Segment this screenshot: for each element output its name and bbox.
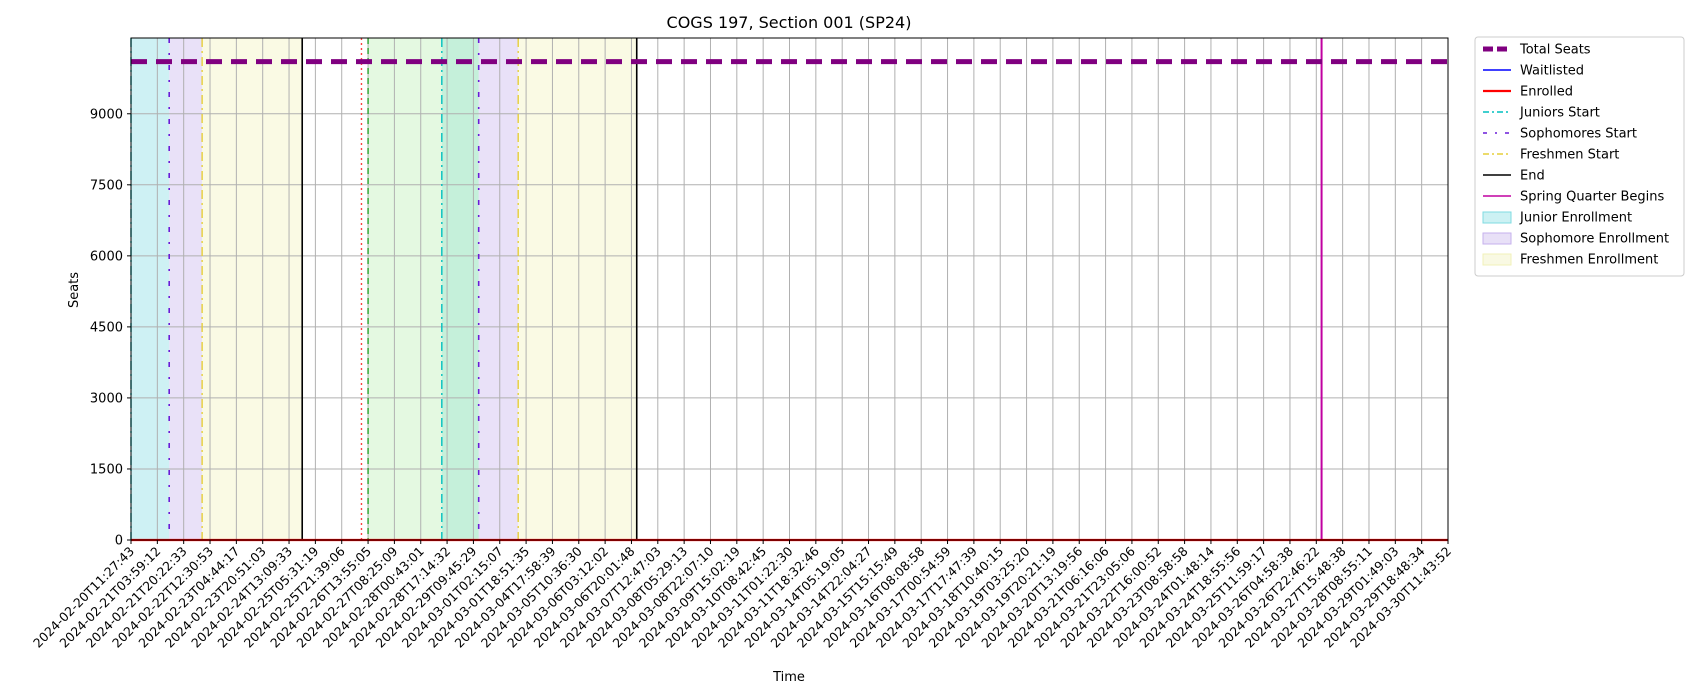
legend-swatch (1482, 232, 1512, 245)
span-sophomore-enrollment (169, 38, 203, 540)
y-tick-label: 0 (115, 534, 123, 549)
y-tick-label: 9000 (90, 107, 123, 122)
y-tick-label: 3000 (90, 391, 123, 406)
legend-swatch (1482, 253, 1512, 266)
x-axis-label: Time (772, 670, 805, 685)
legend-swatch (1482, 211, 1512, 224)
legend-label: Spring Quarter Begins (1520, 190, 1664, 205)
span-sophomore-enrollment (478, 38, 519, 540)
y-tick-label: 7500 (90, 178, 123, 193)
y-tick-label: 4500 (90, 320, 123, 335)
legend-label: Freshmen Enrollment (1520, 253, 1658, 268)
enrollment-spans (131, 38, 637, 540)
span-freshmen-enrollment (202, 38, 303, 540)
x-axis-ticks: 2024-02-20T11:27:432024-02-21T03:59:1220… (30, 540, 1454, 651)
y-tick-label: 6000 (90, 249, 123, 264)
legend-label: Juniors Start (1519, 106, 1600, 121)
span-freshmen-enrollment (518, 38, 637, 540)
chart-title: COGS 197, Section 001 (SP24) (667, 13, 912, 32)
legend-label: Total Seats (1519, 43, 1591, 58)
legend-label: Enrolled (1520, 85, 1573, 100)
legend-label: End (1520, 169, 1545, 184)
legend-label: Waitlisted (1520, 64, 1584, 79)
span-junior-enrollment (441, 38, 479, 540)
span-junior-enrollment (131, 38, 170, 540)
legend-label: Sophomore Enrollment (1520, 232, 1669, 247)
grid (130, 38, 1449, 541)
y-axis-label: Seats (67, 272, 82, 308)
legend-box (1474, 36, 1685, 277)
span-unlabeled (368, 38, 479, 540)
legend-label: Sophomores Start (1520, 127, 1637, 142)
legend-label: Freshmen Start (1520, 148, 1619, 163)
legend-label: Junior Enrollment (1519, 211, 1632, 226)
y-axis-ticks: 0 1500 3000 4500 6000 7500 9000 (90, 107, 131, 549)
y-tick-label: 1500 (90, 462, 123, 477)
legend: Total Seats Waitlisted Enrolled Juniors Sta… (1474, 36, 1685, 277)
